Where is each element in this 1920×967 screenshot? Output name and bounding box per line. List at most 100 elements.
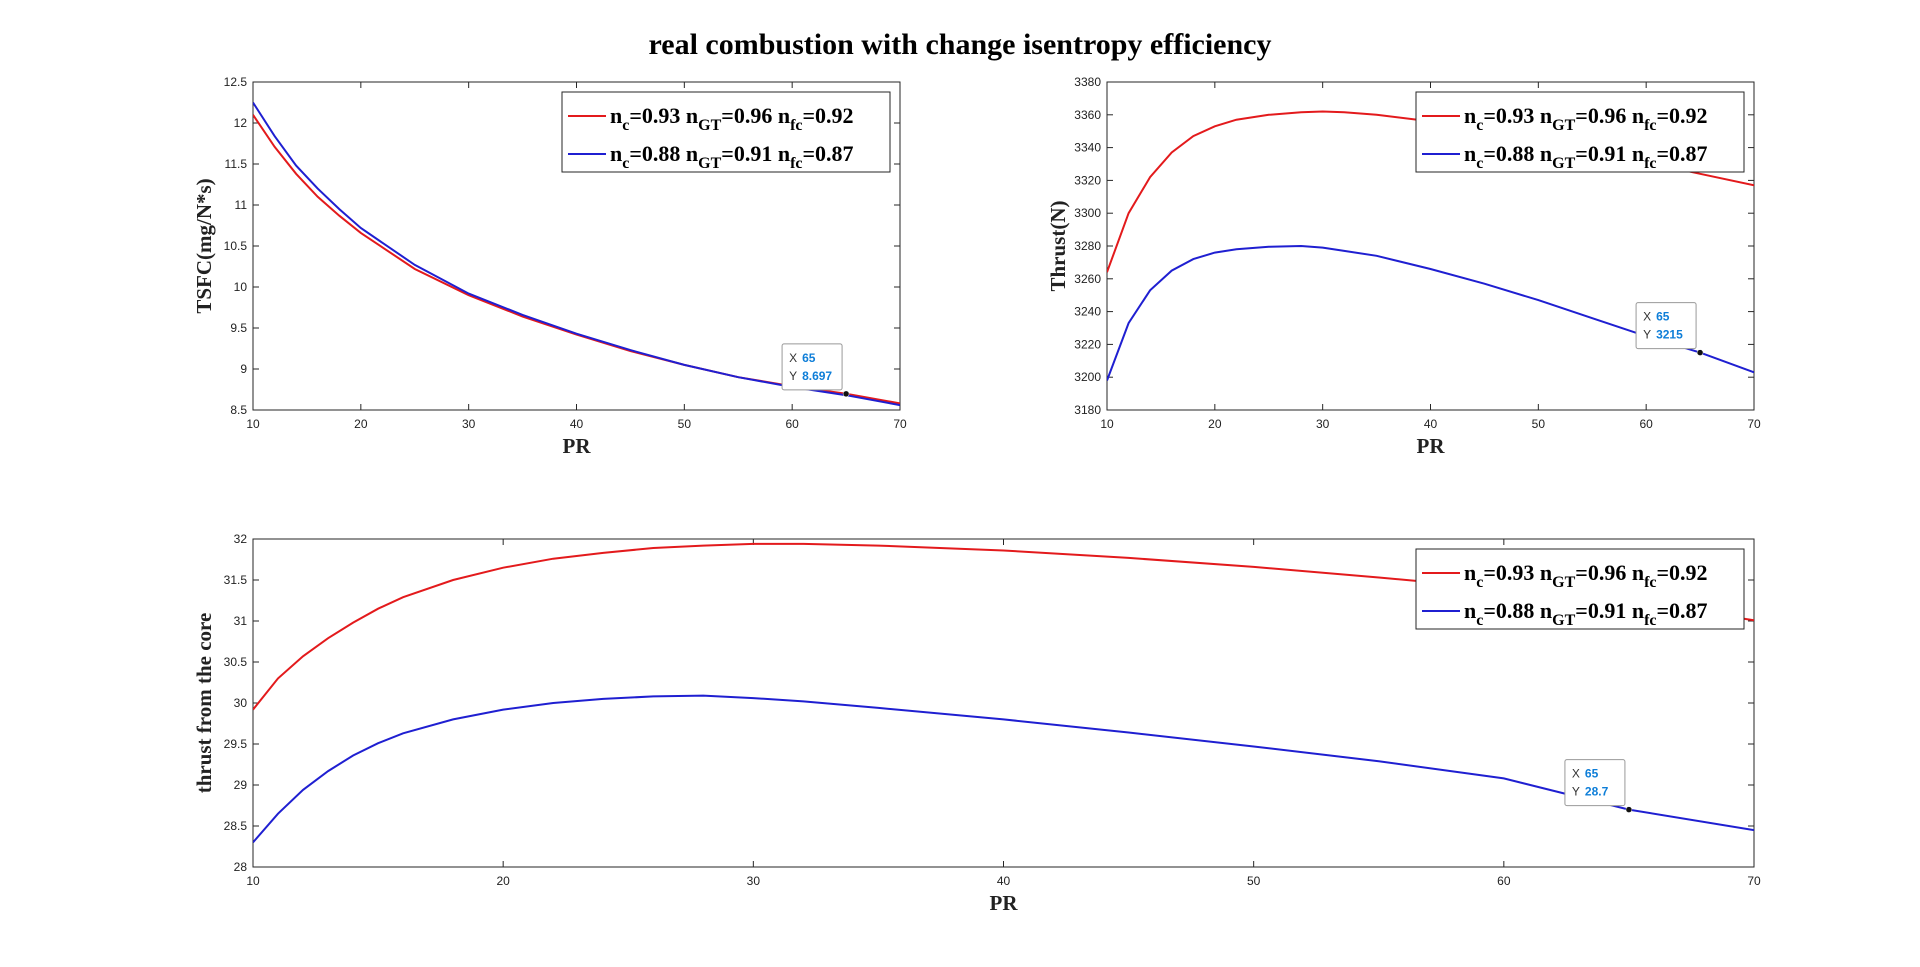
datatip-box bbox=[1564, 759, 1626, 807]
x-tick-label: 30 bbox=[462, 417, 476, 431]
y-tick-label: 3240 bbox=[1074, 305, 1101, 319]
datatip: X 65 Y 3215 bbox=[1635, 302, 1697, 350]
x-tick-label: 10 bbox=[246, 874, 260, 888]
x-tick-label: 60 bbox=[1497, 874, 1511, 888]
y-tick-label: 30.5 bbox=[224, 655, 248, 669]
y-tick-label: 31.5 bbox=[224, 573, 248, 587]
datatip-box bbox=[781, 343, 843, 391]
legend-subscript: c bbox=[1476, 117, 1483, 134]
legend-text-part: =0.96 bbox=[1575, 560, 1632, 585]
y-tick-label: 12 bbox=[234, 116, 248, 130]
datatip-box bbox=[1635, 302, 1697, 350]
legend-subscript: fc bbox=[1644, 155, 1656, 172]
datatip-marker bbox=[842, 390, 850, 398]
y-tick-label: 28.5 bbox=[224, 819, 248, 833]
datatip-marker bbox=[1625, 806, 1633, 813]
y-tick-label: 12.5 bbox=[224, 75, 248, 89]
x-tick-label: 20 bbox=[496, 874, 510, 888]
y-tick-label: 3180 bbox=[1074, 403, 1101, 417]
datatip-y-value: 28.7 bbox=[1585, 785, 1609, 799]
legend-text-part: n bbox=[1464, 103, 1476, 128]
legend-text-part: n bbox=[686, 141, 698, 166]
datatip: X 65 Y 28.7 bbox=[1564, 759, 1626, 807]
x-tick-label: 30 bbox=[747, 874, 761, 888]
legend-text-part: n bbox=[1464, 560, 1476, 585]
x-axis-label: PR bbox=[990, 891, 1019, 915]
legend-entry-1: nc=0.93 nGT=0.96 nfc=0.92 bbox=[1464, 560, 1708, 591]
figure-title: real combustion with change isentropy ef… bbox=[648, 28, 1272, 61]
legend-text-part: =0.88 bbox=[629, 141, 686, 166]
series-line-2 bbox=[1107, 244, 1754, 381]
x-tick-label: 40 bbox=[1424, 417, 1438, 431]
datatip-x-value: 65 bbox=[802, 351, 816, 365]
x-tick-label: 70 bbox=[1747, 417, 1761, 431]
x-axis-label: PR bbox=[563, 434, 592, 458]
legend-subscript: c bbox=[1476, 574, 1483, 591]
legend-subscript: GT bbox=[1552, 574, 1575, 591]
datatip-x-value: 65 bbox=[1656, 310, 1670, 324]
legend-text-part: =0.88 bbox=[1483, 598, 1540, 623]
legend-subscript: c bbox=[622, 117, 629, 134]
legend-subscript: fc bbox=[1644, 117, 1656, 134]
legend-text-part: =0.96 bbox=[1575, 103, 1632, 128]
datatip-x-value: 65 bbox=[1585, 767, 1599, 781]
legend-subscript: fc bbox=[1644, 574, 1656, 591]
legend-entry-1: nc=0.93 nGT=0.96 nfc=0.92 bbox=[610, 103, 854, 134]
legend-text-part: n bbox=[610, 103, 622, 128]
series-line-2 bbox=[253, 101, 900, 407]
legend-subscript: c bbox=[1476, 612, 1483, 629]
legend-text-part: n bbox=[1632, 103, 1644, 128]
y-tick-label: 3360 bbox=[1074, 108, 1101, 122]
legend-subscript: GT bbox=[698, 117, 721, 134]
x-tick-label: 30 bbox=[1316, 417, 1330, 431]
legend-box bbox=[561, 91, 891, 173]
x-tick-label: 50 bbox=[1532, 417, 1546, 431]
legend-subscript: c bbox=[622, 155, 629, 172]
y-tick-label: 3200 bbox=[1074, 370, 1101, 384]
x-tick-label: 70 bbox=[1747, 874, 1761, 888]
y-axis-label: Thrust(N) bbox=[1046, 200, 1070, 291]
datatip-y-key: Y bbox=[1643, 328, 1651, 342]
x-tick-label: 50 bbox=[1247, 874, 1261, 888]
legend-text-part: =0.88 bbox=[1483, 141, 1540, 166]
legend-text-part: n bbox=[778, 103, 790, 128]
y-tick-label: 3260 bbox=[1074, 272, 1101, 286]
datatip-x-key: X bbox=[789, 351, 797, 365]
y-tick-label: 3220 bbox=[1074, 337, 1101, 351]
legend-subscript: GT bbox=[1552, 155, 1575, 172]
legend-text-part: =0.93 bbox=[1483, 560, 1540, 585]
x-tick-label: 10 bbox=[1100, 417, 1114, 431]
y-tick-label: 11.5 bbox=[225, 157, 248, 171]
legend-text-part: =0.87 bbox=[1657, 598, 1708, 623]
panel-3: 10 20 30 40 50 60 70 28 28.5 29 29.5 30 30.5 31 31.5 32… bbox=[192, 532, 1761, 915]
legend-text-part: n bbox=[1540, 598, 1552, 623]
legend-text-part: =0.92 bbox=[803, 103, 854, 128]
y-tick-label: 31 bbox=[234, 614, 248, 628]
y-tick-label: 30 bbox=[234, 696, 248, 710]
panel-2: 10 20 30 40 50 60 70 3180 3200 3220 3240 3260 3280 33… bbox=[1046, 75, 1761, 458]
legend-subscript: fc bbox=[1644, 612, 1656, 629]
legend-text-part: =0.91 bbox=[1575, 141, 1632, 166]
datatip-x-key: X bbox=[1643, 310, 1651, 324]
legend-subscript: GT bbox=[698, 155, 721, 172]
y-tick-label: 11 bbox=[235, 198, 248, 212]
legend-text-part: n bbox=[1540, 141, 1552, 166]
datatip-y-key: Y bbox=[1572, 785, 1580, 799]
legend-text-part: n bbox=[1464, 141, 1476, 166]
legend-entry-2: nc=0.88 nGT=0.91 nfc=0.87 bbox=[610, 141, 854, 172]
legend-subscript: GT bbox=[1552, 117, 1575, 134]
legend-text-part: n bbox=[1540, 560, 1552, 585]
y-tick-label: 3340 bbox=[1074, 141, 1101, 155]
y-tick-label: 29 bbox=[234, 778, 248, 792]
legend-text-part: =0.92 bbox=[1657, 560, 1708, 585]
y-tick-label: 3300 bbox=[1074, 206, 1101, 220]
y-tick-label: 3280 bbox=[1074, 239, 1101, 253]
legend-text-part: =0.87 bbox=[803, 141, 854, 166]
y-tick-label: 3320 bbox=[1074, 173, 1101, 187]
datatip-y-key: Y bbox=[789, 369, 797, 383]
legend-box bbox=[1415, 91, 1745, 173]
legend-text-part: =0.96 bbox=[721, 103, 778, 128]
